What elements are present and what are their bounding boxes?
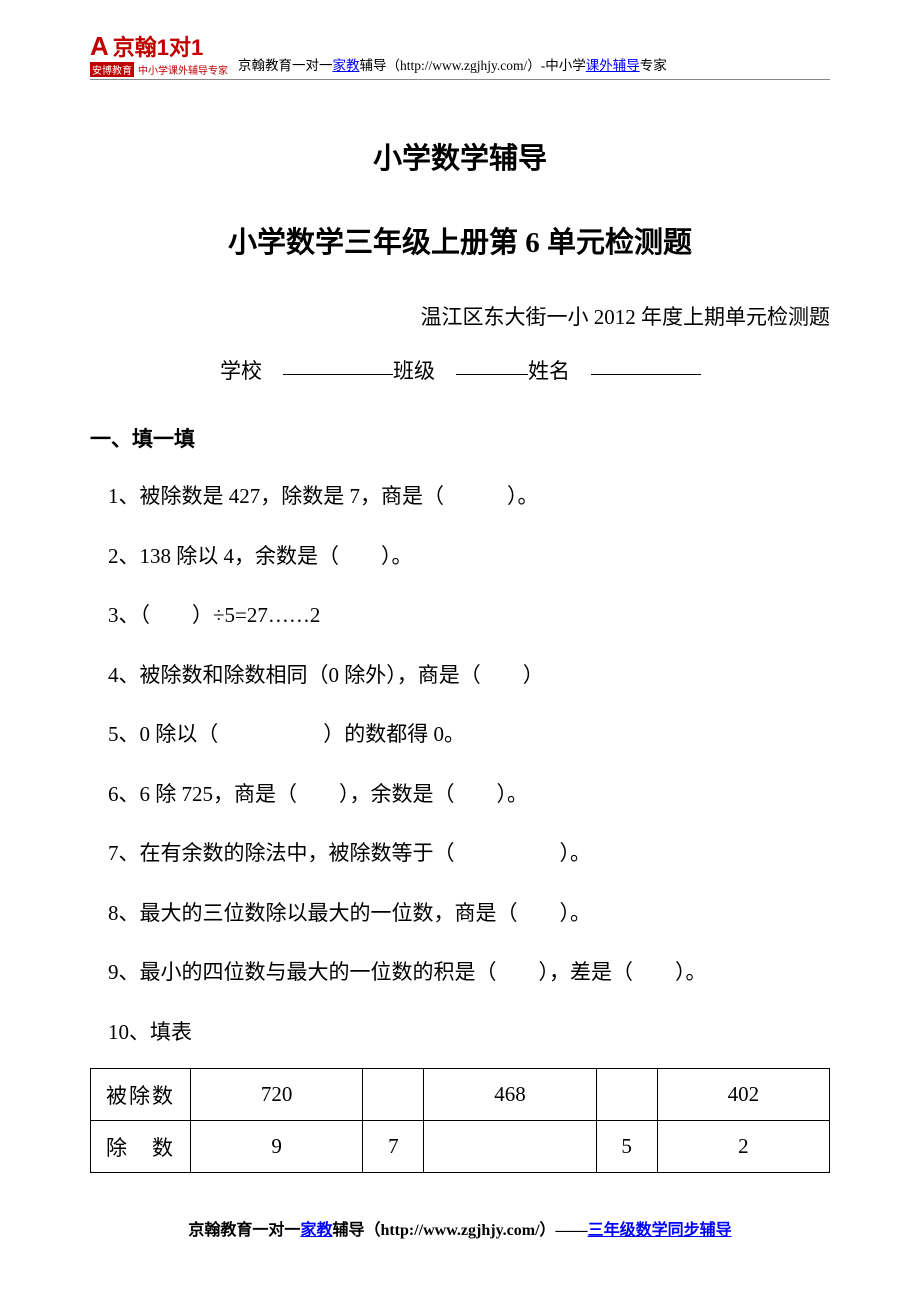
page-footer: 京翰教育一对一家教辅导（http://www.zgjhjy.com/）——三年级… bbox=[0, 1216, 920, 1240]
question-8: 8、最大的三位数除以最大的一位数，商是（ ）。 bbox=[90, 898, 830, 930]
table-cell bbox=[363, 1069, 424, 1121]
logo-top-row: A 京翰1对1 bbox=[90, 30, 228, 62]
logo-main-text: 京翰1对1 bbox=[113, 30, 203, 62]
question-7: 7、在有余数的除法中，被除数等于（ ）。 bbox=[90, 838, 830, 870]
question-10: 10、填表 bbox=[90, 1017, 830, 1049]
table-cell bbox=[424, 1121, 596, 1173]
header-text-3: 专家 bbox=[640, 58, 667, 73]
header-caption: 京翰教育一对一家教辅导（http://www.zgjhjy.com/）-中小学课… bbox=[238, 54, 830, 77]
page-container: A 京翰1对1 安博教育 中小学课外辅导专家 京翰教育一对一家教辅导（http:… bbox=[0, 0, 920, 1173]
question-list: 1、被除数是 427，除数是 7，商是（ ）。 2、138 除以 4，余数是（ … bbox=[90, 481, 830, 1048]
question-1: 1、被除数是 427，除数是 7，商是（ ）。 bbox=[90, 481, 830, 513]
logo-sub-text: 中小学课外辅导专家 bbox=[138, 62, 228, 77]
table-cell: 2 bbox=[657, 1121, 829, 1173]
logo-a-icon: A bbox=[90, 33, 109, 59]
table-row2-label: 除 数 bbox=[91, 1121, 191, 1173]
header-text-2: 辅导（http://www.zgjhjy.com/）-中小学 bbox=[360, 58, 586, 73]
footer-text-2: 辅导（http://www.zgjhjy.com/）—— bbox=[332, 1222, 587, 1239]
question-4: 4、被除数和除数相同（0 除外），商是（ ） bbox=[90, 660, 830, 692]
table-cell: 9 bbox=[191, 1121, 363, 1173]
table-cell: 5 bbox=[596, 1121, 657, 1173]
question-3: 3、（ ）÷5=27……2 bbox=[90, 600, 830, 632]
table-row1-label: 被除数 bbox=[91, 1069, 191, 1121]
field-class-label: 班级 bbox=[393, 359, 435, 383]
question-6: 6、6 除 725，商是（ ），余数是（ ）。 bbox=[90, 779, 830, 811]
table-cell: 7 bbox=[363, 1121, 424, 1173]
field-class-blank bbox=[456, 374, 528, 375]
brand-logo: A 京翰1对1 安博教育 中小学课外辅导专家 bbox=[90, 30, 228, 77]
table-cell: 402 bbox=[657, 1069, 829, 1121]
doc-source-line: 温江区东大街一小 2012 年度上期单元检测题 bbox=[90, 301, 830, 331]
table-row: 除 数 9 7 5 2 bbox=[91, 1121, 830, 1173]
footer-text-1: 京翰教育一对一 bbox=[188, 1222, 300, 1239]
table-cell bbox=[596, 1069, 657, 1121]
table-cell: 468 bbox=[424, 1069, 596, 1121]
field-name-blank bbox=[591, 374, 701, 375]
fill-table: 被除数 720 468 402 除 数 9 7 5 2 bbox=[90, 1068, 830, 1173]
doc-title-main: 小学数学辅导 bbox=[90, 135, 830, 177]
question-5: 5、0 除以（ ）的数都得 0。 bbox=[90, 719, 830, 751]
field-school-label: 学校 bbox=[220, 359, 262, 383]
header-text-1: 京翰教育一对一 bbox=[238, 58, 333, 73]
header-link-kewai[interactable]: 课外辅导 bbox=[586, 58, 640, 73]
doc-title-sub: 小学数学三年级上册第 6 单元检测题 bbox=[90, 219, 830, 261]
question-2: 2、138 除以 4，余数是（ ）。 bbox=[90, 541, 830, 573]
page-header: A 京翰1对1 安博教育 中小学课外辅导专家 京翰教育一对一家教辅导（http:… bbox=[90, 30, 830, 80]
header-link-jiajiao[interactable]: 家教 bbox=[333, 58, 360, 73]
question-9: 9、最小的四位数与最大的一位数的积是（ ），差是（ ）。 bbox=[90, 957, 830, 989]
logo-sub-box: 安博教育 bbox=[90, 62, 134, 77]
table-row2-label-b: 数 bbox=[152, 1136, 175, 1160]
field-name-label: 姓名 bbox=[528, 359, 570, 383]
section-1-head: 一、填一填 bbox=[90, 423, 830, 453]
table-row2-label-a: 除 bbox=[106, 1136, 129, 1160]
logo-sub-row: 安博教育 中小学课外辅导专家 bbox=[90, 62, 228, 77]
footer-link-grade3[interactable]: 三年级数学同步辅导 bbox=[588, 1222, 732, 1239]
table-row: 被除数 720 468 402 bbox=[91, 1069, 830, 1121]
student-fields: 学校 班级 姓名 bbox=[90, 355, 830, 385]
field-school-blank bbox=[283, 374, 393, 375]
table-cell: 720 bbox=[191, 1069, 363, 1121]
footer-link-jiajiao[interactable]: 家教 bbox=[300, 1222, 332, 1239]
